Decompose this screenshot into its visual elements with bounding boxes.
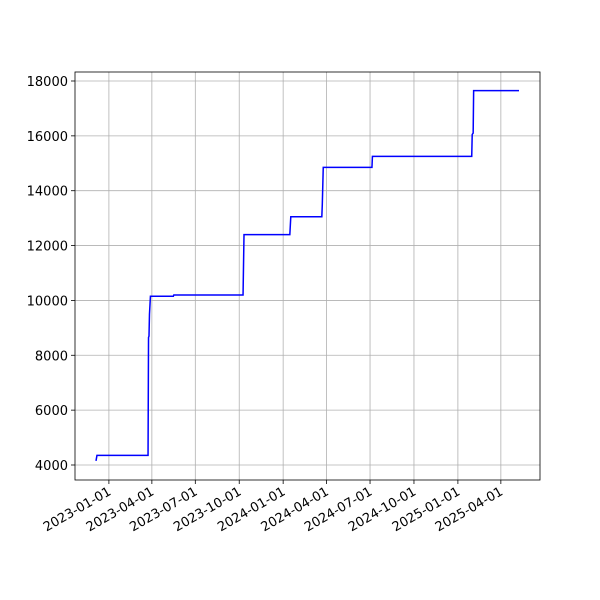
y-tick-label: 18000 [27,75,68,90]
y-tick-label: 14000 [27,185,68,200]
y-tick-label: 8000 [35,349,68,364]
y-tick-label: 12000 [27,240,68,255]
y-tick-label: 16000 [27,130,68,145]
y-tick-label: 6000 [35,404,68,419]
y-tick-label: 4000 [35,459,68,474]
plot-frame [74,71,541,481]
data-line [95,89,519,462]
y-tick-label: 10000 [27,294,68,309]
